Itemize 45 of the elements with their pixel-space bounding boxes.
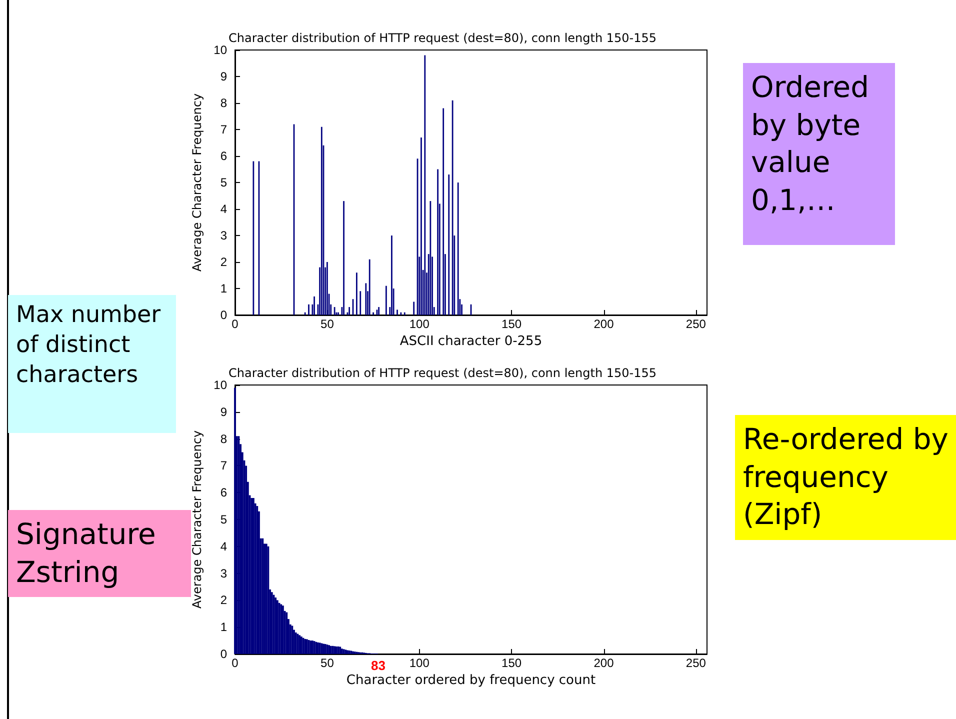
- x-tick-label: 150: [502, 317, 522, 331]
- y-tick-label: 8: [220, 432, 228, 446]
- x-tick-label: 250: [686, 656, 706, 670]
- x-tick-label: 100: [409, 656, 430, 670]
- y-tick-label: 6: [220, 149, 228, 163]
- y-tick-label: 10: [214, 43, 228, 57]
- x-tick-label: 100: [409, 317, 430, 331]
- text: Ordered by byte value 0,1,…: [743, 63, 895, 245]
- x-tick-label: 200: [594, 317, 614, 331]
- x-tick-label: 0: [232, 317, 239, 331]
- x-tick-label: 50: [320, 317, 334, 331]
- x-tick-label: 150: [502, 656, 522, 670]
- x-tick-label: 50: [320, 656, 334, 670]
- y-tick-label: 4: [220, 202, 228, 216]
- y-tick-label: 7: [220, 458, 228, 473]
- chart-title: Character distribution of HTTP request (dest=80), conn length 150-155: [228, 366, 657, 380]
- y-tick-label: 1: [220, 282, 228, 296]
- y-tick-label: 3: [220, 228, 228, 242]
- y-tick-label: 4: [220, 539, 228, 554]
- y-axis-title: Average Character Frequency: [190, 430, 204, 609]
- text: 83: [370, 658, 386, 673]
- text: Max number of distinct characters: [8, 295, 176, 433]
- y-tick-label: 7: [220, 122, 228, 136]
- y-tick-label: 5: [220, 176, 228, 190]
- x-tick-label: 0: [232, 656, 239, 670]
- y-tick-label: 8: [220, 96, 228, 110]
- y-tick-label: 9: [220, 70, 228, 84]
- x-tick-label: 200: [594, 656, 614, 670]
- y-tick-label: 9: [220, 404, 228, 419]
- y-tick-label: 2: [220, 255, 228, 269]
- y-tick-label: 10: [214, 378, 228, 392]
- x-tick-label: 250: [686, 317, 706, 331]
- y-tick-label: 5: [220, 512, 228, 526]
- x-axis-title: Character ordered by frequency count: [346, 672, 596, 688]
- y-tick-label: 0: [220, 308, 228, 322]
- text: Signature Zstring: [8, 510, 191, 598]
- y-tick-label: 2: [220, 593, 228, 608]
- y-tick-label: 0: [220, 647, 228, 661]
- y-tick-label: 3: [220, 566, 228, 580]
- x-axis-title: ASCII character 0-255: [400, 334, 542, 349]
- y-axis-title: Average Character Frequency: [190, 93, 204, 272]
- chart-title: Character distribution of HTTP request (dest=80), conn length 150-155: [228, 31, 657, 45]
- text: Re-ordered by frequency (Zipf): [735, 415, 956, 540]
- y-tick-label: 6: [220, 486, 228, 500]
- y-tick-label: 1: [220, 620, 228, 634]
